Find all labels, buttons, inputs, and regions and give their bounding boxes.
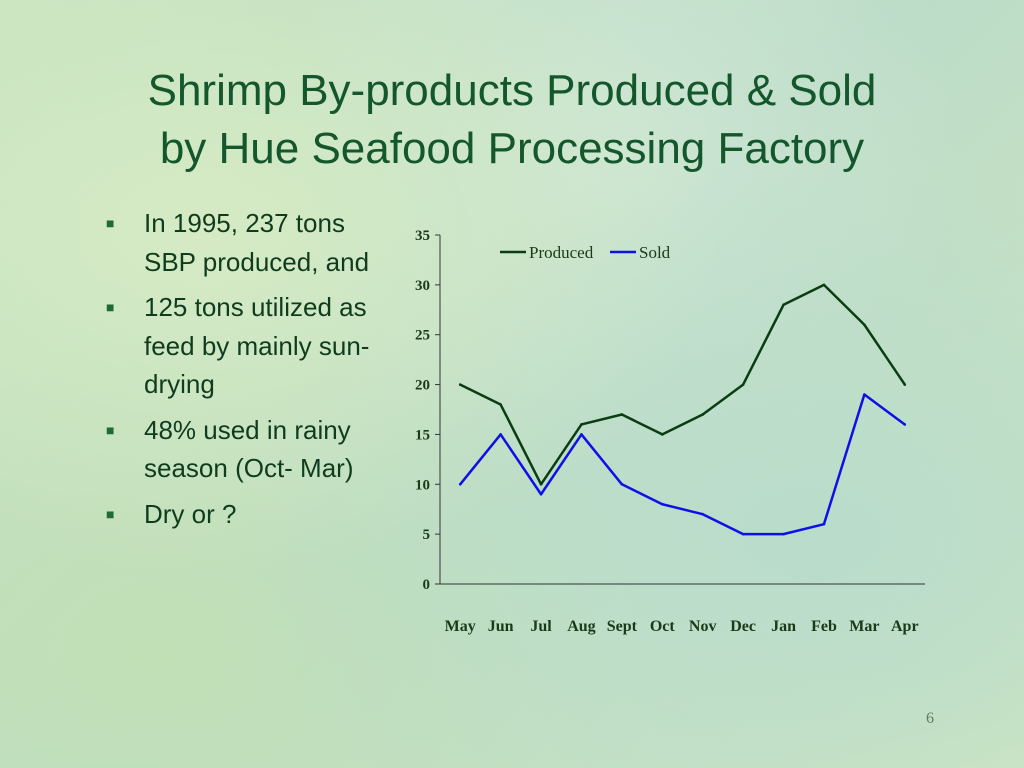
data-point-sold bbox=[660, 502, 664, 506]
square-bullet-icon: ■ bbox=[106, 505, 115, 522]
y-tick-label: 30 bbox=[415, 278, 430, 294]
slide-number: 6 bbox=[926, 710, 934, 727]
data-point-sold bbox=[701, 512, 705, 516]
data-point-produced bbox=[903, 383, 907, 386]
legend-label-produced: Produced bbox=[529, 243, 594, 262]
bullet-list: ■ In 1995, 237 tons SBP produced, and ■ 12… bbox=[104, 204, 384, 540]
bullet-item: ■ Dry or ? bbox=[104, 495, 384, 534]
y-tick-label: 20 bbox=[415, 378, 430, 394]
data-point-sold bbox=[782, 532, 785, 536]
square-bullet-icon: ■ bbox=[106, 421, 115, 438]
data-point-sold bbox=[741, 532, 745, 536]
slide-title-line-1: Shrimp By-products Produced & Sold bbox=[147, 66, 877, 115]
x-tick-label: Aug bbox=[567, 618, 595, 635]
data-point-produced bbox=[620, 413, 624, 416]
bullet-item: ■ 125 tons utilized as feed by mainly sun… bbox=[104, 288, 384, 404]
data-point-produced bbox=[458, 383, 462, 386]
data-point-sold bbox=[822, 522, 826, 526]
data-point-sold bbox=[863, 393, 866, 396]
slide-title-line-2: by Hue Seafood Processing Factory bbox=[159, 124, 865, 173]
bullet-item: ■ In 1995, 237 tons SBP produced, and bbox=[104, 204, 384, 281]
data-point-produced bbox=[863, 323, 866, 327]
bullet-text: Dry or ? bbox=[144, 498, 237, 529]
line-chart: 0 5 10 15 20 25 30 35 May Jun Jul Aug Sept Oct Nov Dec J… bbox=[415, 228, 925, 635]
y-tick-label: 0 bbox=[423, 577, 431, 593]
data-point-sold bbox=[458, 482, 462, 486]
x-tick-label: Jun bbox=[488, 618, 514, 635]
series-line-sold bbox=[459, 393, 906, 536]
data-point-sold bbox=[499, 433, 502, 436]
x-tick-label: Feb bbox=[811, 618, 837, 635]
data-point-sold bbox=[903, 423, 907, 426]
data-point-produced bbox=[782, 303, 785, 307]
x-tick-label: May bbox=[445, 618, 476, 635]
square-bullet-icon: ■ bbox=[106, 299, 115, 315]
x-tick-label: Jan bbox=[771, 618, 796, 635]
x-tick-label: Oct bbox=[650, 618, 676, 635]
data-point-sold bbox=[620, 482, 624, 486]
slide-title: Shrimp By-products Produced & Sold by Hu… bbox=[40, 62, 984, 178]
x-tick-label: Nov bbox=[689, 618, 717, 635]
bullet-item: ■ 48% used in rainy season (Oct- Mar) bbox=[104, 411, 384, 488]
series-line-produced bbox=[459, 283, 906, 486]
data-point-produced bbox=[822, 283, 826, 287]
square-bullet-icon: ■ bbox=[106, 215, 115, 231]
y-tick-label: 25 bbox=[415, 328, 430, 344]
data-point-produced bbox=[539, 482, 543, 486]
x-tick-label: Sept bbox=[607, 618, 638, 635]
data-point-produced bbox=[580, 423, 583, 426]
x-tick-label: Apr bbox=[891, 618, 919, 635]
y-tick-label: 10 bbox=[415, 477, 430, 493]
legend-label-sold: Sold bbox=[639, 243, 671, 262]
y-tick-label: 5 bbox=[423, 527, 431, 543]
data-point-produced bbox=[499, 403, 502, 406]
y-tick-label: 35 bbox=[415, 228, 430, 244]
x-tick-label: Dec bbox=[730, 618, 756, 635]
data-point-produced bbox=[701, 413, 705, 416]
x-tick-label: Jul bbox=[530, 618, 552, 635]
bullet-text: In 1995, 237 tons SBP produced, and bbox=[144, 208, 370, 277]
x-tick-label: Mar bbox=[849, 618, 879, 635]
data-point-produced bbox=[741, 383, 745, 386]
data-point-sold bbox=[539, 492, 543, 496]
y-tick-label: 15 bbox=[415, 427, 430, 443]
data-point-produced bbox=[660, 433, 664, 436]
data-point-sold bbox=[580, 433, 583, 436]
bullet-text: 125 tons utilized as feed by mainly sun-… bbox=[144, 292, 370, 399]
bullet-text: 48% used in rainy season (Oct- Mar) bbox=[144, 414, 354, 484]
